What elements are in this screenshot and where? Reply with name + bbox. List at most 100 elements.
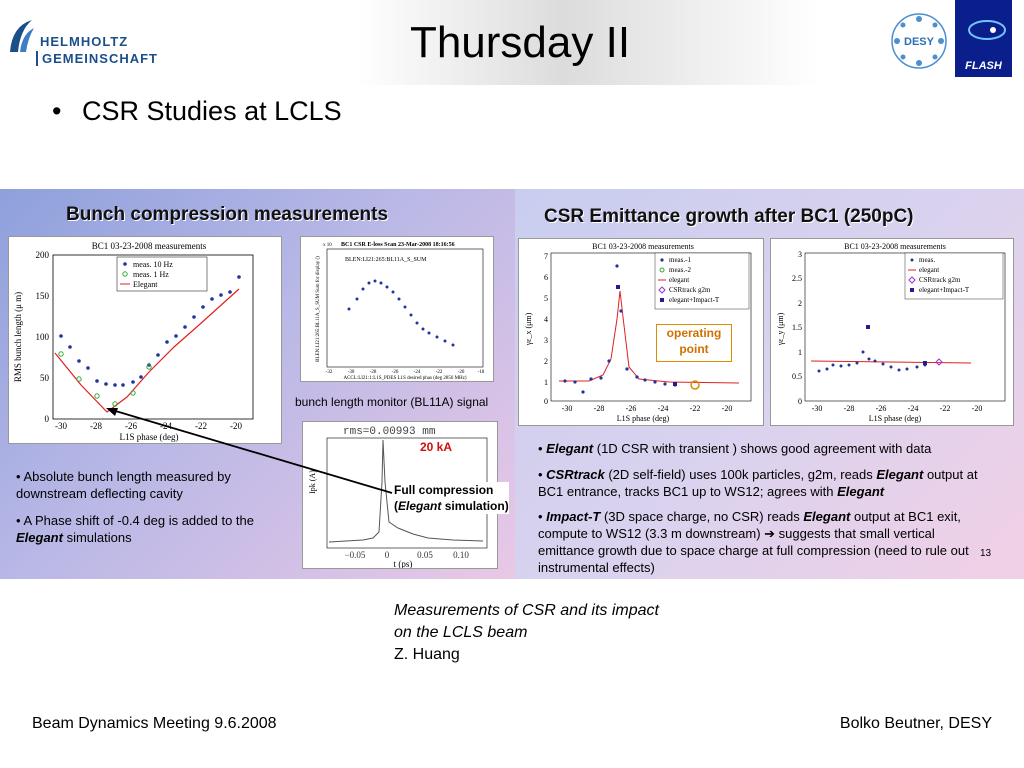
ploty-ytick: 0.5	[792, 372, 802, 381]
plot1-legend-item: meas. 1 Hz	[133, 270, 169, 279]
elegant-curve	[54, 288, 240, 413]
ploty-xtick: -30	[812, 404, 823, 413]
desy-label: DESY	[904, 36, 935, 48]
meas-10hz-points	[59, 275, 241, 387]
flash-logo: FLASH	[955, 0, 1012, 77]
plotx-legend-item: meas.-2	[669, 266, 691, 274]
plot1-title: BC1 03-23-2008 measurements	[92, 241, 207, 251]
operating-point-line2: point	[679, 342, 709, 356]
plotx-xtick: -24	[658, 404, 669, 413]
peak-current-label: 20 kA	[420, 440, 453, 454]
plot2-xtick: -24	[414, 370, 421, 375]
ploty-xtick: -20	[972, 404, 983, 413]
plotx-xtick: -30	[562, 404, 573, 413]
ploty-xtick: -28	[844, 404, 855, 413]
ploty-ylabel: γε_y (μm)	[776, 312, 785, 346]
plot2-xtick: -20	[458, 370, 465, 375]
plotx-ytick: 7	[544, 252, 548, 261]
ploty-ytick: 0	[798, 397, 802, 406]
helmholtz-line1: HELMHOLTZ	[40, 34, 129, 49]
note-csrtrack-text2: output at BC1 entrance, tracks BC1 up to…	[538, 467, 978, 499]
plotx-xtick: -22	[690, 404, 701, 413]
ploty-title: BC1 03-23-2008 measurements	[844, 242, 946, 251]
flash-swirl-icon	[968, 20, 1006, 40]
plot2-xtick: -26	[392, 370, 399, 375]
current-profile-chart: rms=0.00993 mm Ipk (A) −0.05 0 0.05 0.10…	[308, 426, 488, 569]
ploty-ytick: 1.5	[792, 323, 802, 332]
plot2-xtick: -30	[348, 370, 355, 375]
poster-page-number: 13	[980, 548, 992, 559]
ploty-legend-item: elegant	[919, 266, 939, 274]
operating-point-line1: operating	[666, 326, 722, 340]
note-csrtrack-elegant2: Elegant	[837, 484, 885, 499]
right-panel-title: CSR Emittance growth after BC1 (250pC)	[544, 206, 914, 227]
emittance-y-plot: BC1 03-23-2008 measurements 3 2.5 2 1.5 …	[770, 238, 1014, 426]
plotx-ytick: 2	[544, 357, 548, 366]
blen-points	[347, 279, 455, 347]
caption-line2: on the LCLS beam	[394, 624, 528, 641]
plotx-ytick: 5	[544, 294, 548, 303]
monitor-label: bunch length monitor (BL11A) signal	[295, 395, 489, 409]
note-impact-t: • Impact-T (3D space charge, no CSR) rea…	[538, 509, 969, 575]
meas-y-points	[817, 350, 927, 373]
arrow-connector	[106, 408, 393, 494]
note-phase-shift-elegant: Elegant	[16, 530, 63, 545]
caption: Measurements of CSR and its impact on th…	[394, 600, 659, 666]
plot1-ytick: 150	[36, 291, 50, 301]
flash-label: FLASH	[965, 60, 1002, 72]
bunch-length-chart: BC1 03-23-2008 measurements 200 150 100 …	[13, 241, 254, 442]
ploty-ytick: 3	[798, 250, 802, 259]
ploty-xtick: -24	[908, 404, 919, 413]
bullet-text: CSR Studies at LCLS	[82, 96, 342, 126]
plotx-xtick: -26	[626, 404, 637, 413]
note-phase-shift-a: • A Phase shift of -0.4 deg is added to …	[16, 513, 254, 528]
plotx-title: BC1 03-23-2008 measurements	[592, 242, 694, 251]
plot1-xtick: -30	[55, 421, 67, 431]
left-panel-title: Bunch compression measurements	[66, 204, 389, 225]
plot1-ylabel: RMS bunch length (μ m)	[13, 292, 23, 382]
note-csrtrack: • CSRtrack (2D self-field) uses 100k par…	[538, 467, 978, 499]
current-profile-line	[328, 439, 484, 543]
plot1-xtick: -26	[125, 421, 137, 431]
plot1-xtick: -28	[90, 421, 102, 431]
note-elegant-text: (1D CSR with transient ) shows good agre…	[593, 441, 932, 456]
plotx-legend-item: CSRtrack g2m	[669, 286, 711, 294]
plot3-xtick: 0.10	[453, 550, 469, 560]
note-phase-shift: • A Phase shift of -0.4 deg is added to …	[16, 512, 276, 546]
plotx-ylabel: γε_x (μm)	[524, 312, 533, 346]
emittance-x-chart: BC1 03-23-2008 measurements 7 6 5 4 3 2 …	[524, 242, 752, 423]
plot2-xtick: -22	[436, 370, 443, 375]
plot1-ytick: 100	[36, 332, 50, 342]
plot1-xtick: -22	[195, 421, 207, 431]
plot1-xtick: -20	[230, 421, 242, 431]
ploty-ytick: 2.5	[792, 274, 802, 283]
ploty-legend-item: elegant+Impact-T	[919, 286, 970, 294]
note-elegant: • Elegant (1D CSR with transient ) shows…	[538, 441, 932, 456]
plotx-legend-item: meas.-1	[669, 256, 691, 264]
plotx-legend-item: elegant	[669, 276, 689, 284]
plot1-ytick: 200	[36, 250, 50, 260]
bullet-csr-studies: • CSR Studies at LCLS	[52, 96, 342, 126]
ploty-xtick: -22	[940, 404, 951, 413]
plot2-exponent: x 10	[323, 243, 332, 248]
plotx-ytick: 1	[544, 378, 548, 387]
plot2-xtick: -28	[370, 370, 377, 375]
plot3-xtick: 0.05	[417, 550, 433, 560]
slide-title: Thursday II	[409, 18, 631, 67]
plotx-xlabel: L1S phase (deg)	[617, 414, 670, 423]
blen-scan-plot: BC1 CSR E-loss Scan 23-Mar-2008 18:16:56…	[300, 236, 494, 382]
plotx-xtick: -28	[594, 404, 605, 413]
footer-left: Beam Dynamics Meeting 9.6.2008	[32, 715, 277, 732]
plot1-ytick: 0	[45, 414, 50, 424]
emittance-y-chart: BC1 03-23-2008 measurements 3 2.5 2 1.5 …	[776, 242, 1006, 423]
plot3-ylabel: Ipk (A)	[308, 470, 317, 494]
note-impact-text1: (3D space charge, no CSR) reads	[600, 509, 804, 524]
plot3-rms: rms=0.00993 mm	[343, 426, 436, 438]
full-compression-elegant: Elegant	[398, 499, 442, 513]
meas-1hz-points	[58, 351, 152, 407]
plot2-ylabel: BLEN:LI21:265:BL11A_S_SUM Sum for displa…	[316, 256, 321, 362]
plot3-xtick: −0.05	[345, 550, 366, 560]
note-impact-term: Impact-T	[546, 509, 601, 524]
plot3-xtick: 0	[385, 550, 390, 560]
desy-logo: DESY	[891, 13, 947, 69]
